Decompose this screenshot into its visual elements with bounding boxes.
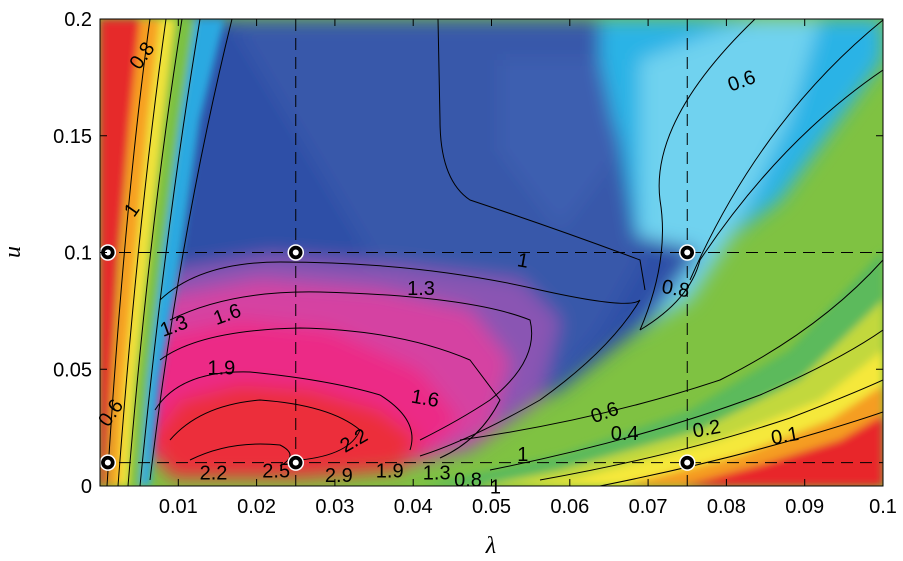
contour-line — [149, 19, 233, 481]
contour-line — [106, 19, 151, 486]
contour-value-label: 1.3 — [423, 463, 451, 485]
contour-line — [169, 291, 533, 441]
contour-value-label: 1.9 — [207, 358, 235, 380]
heatmap-field — [100, 19, 883, 486]
x-tick-label: 0.07 — [629, 496, 668, 518]
contour-value-label: 2.2 — [200, 463, 228, 485]
contour-value-label: 2.9 — [325, 465, 353, 487]
contour-value-label: 0.4 — [611, 423, 639, 445]
x-tick-label: 0.01 — [159, 496, 198, 518]
x-tick-label: 0.05 — [472, 496, 511, 518]
contour-value-label: 1.3 — [407, 278, 435, 300]
contour-value-label: 1.9 — [376, 460, 404, 482]
contour-line — [159, 327, 501, 459]
y-tick-label: 0 — [81, 476, 92, 498]
contour-value-label: 1 — [517, 444, 528, 466]
contour-value-label: 2.5 — [262, 460, 290, 482]
contour-line — [154, 371, 413, 451]
sample-points — [99, 244, 696, 471]
x-tick-label: 0.06 — [550, 496, 589, 518]
contour-line — [599, 411, 883, 486]
sample-point-marker — [679, 244, 696, 261]
sample-point-marker — [287, 454, 304, 471]
contour-line — [639, 69, 883, 331]
contour-line — [117, 19, 167, 486]
contour-line — [159, 261, 641, 457]
x-tick-label: 0.08 — [707, 496, 746, 518]
x-tick-label: 0.09 — [785, 496, 824, 518]
sample-point-marker — [679, 454, 696, 471]
contour-line — [689, 19, 883, 281]
y-tick-label: 0.05 — [53, 359, 92, 381]
contour-value-label: 1.6 — [409, 386, 440, 412]
x-tick-label: 0.03 — [315, 496, 354, 518]
contour-value-label: 1 — [490, 477, 501, 499]
contour-value-label: 0.1 — [769, 423, 800, 449]
sample-point-marker — [287, 244, 304, 261]
contour-value-label: 1 — [516, 249, 531, 273]
x-axis-ticks: 0.01 0.02 0.03 0.04 0.05 0.06 0.07 0.08 0.09 0.1 — [159, 19, 897, 518]
contour-value-label: 0.8 — [660, 276, 691, 302]
contour-line — [489, 329, 883, 471]
x-tick-label: 0.02 — [237, 496, 276, 518]
contour-line — [639, 19, 756, 331]
contour-line — [437, 19, 646, 291]
sample-point-marker — [99, 454, 117, 471]
contour-lines — [106, 19, 883, 486]
y-axis-ticks: 0 0.05 0.1 0.15 0.2 — [53, 9, 883, 498]
x-tick-label: 0.1 — [869, 496, 897, 518]
y-tick-label: 0.2 — [64, 9, 92, 31]
y-tick-label: 0.1 — [64, 243, 92, 265]
y-tick-label: 0.15 — [53, 126, 92, 148]
contour-line — [459, 259, 883, 441]
contour-line — [539, 379, 883, 481]
x-axis-label: λ — [485, 533, 496, 559]
contour-line — [127, 19, 183, 486]
y-axis-label: u — [0, 246, 26, 258]
x-tick-label: 0.04 — [394, 496, 433, 518]
contour-value-label: 0.8 — [454, 470, 482, 492]
contour-value-label: 0.2 — [691, 416, 722, 442]
contour-line — [169, 399, 361, 461]
contour-line — [139, 19, 201, 486]
